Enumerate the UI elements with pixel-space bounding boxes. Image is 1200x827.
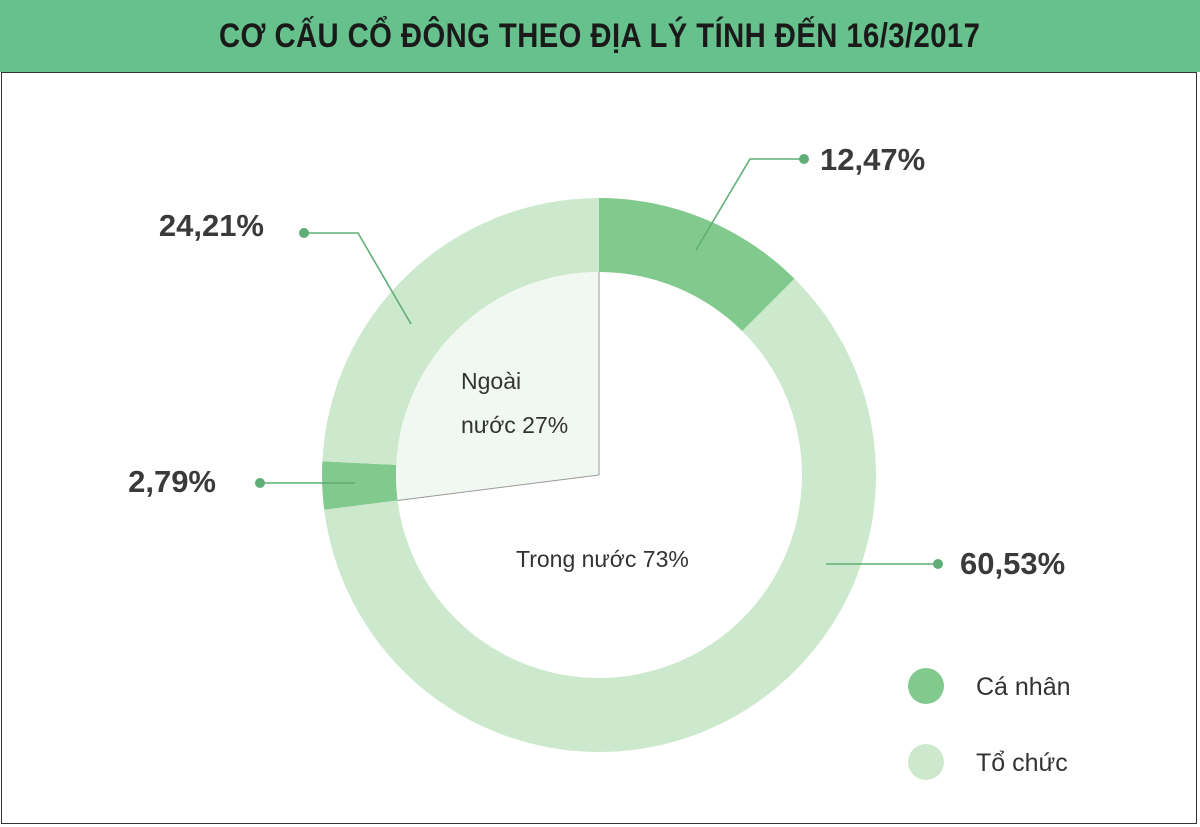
inner-group: Trong nước 73% Ngoài nước 27% xyxy=(395,272,689,572)
leader-dot-2 xyxy=(933,559,943,569)
labels-group: 12,47% 60,53% 2,79% 24,21% xyxy=(128,142,1065,581)
slice-3 xyxy=(322,461,398,510)
inner-divider-2 xyxy=(397,474,600,501)
data-label-4: 24,21% xyxy=(159,208,264,243)
leader-line-4 xyxy=(304,232,412,325)
data-label-2: 60,53% xyxy=(960,546,1065,581)
title-bar: CƠ CẤU CỔ ĐÔNG THEO ĐỊA LÝ TÍNH ĐẾN 16/3… xyxy=(0,0,1200,72)
data-label-3: 2,79% xyxy=(128,464,216,499)
legend-swatch-1 xyxy=(908,668,944,704)
inner-label-ngoai-line2: nước 27% xyxy=(461,412,568,438)
leader-dot-1 xyxy=(799,154,809,164)
data-label-1: 12,47% xyxy=(820,142,925,177)
legend-label-1: Cá nhân xyxy=(976,673,1071,701)
slice-1 xyxy=(599,198,795,332)
inner-label-trong-nuoc: Trong nước 73% xyxy=(516,546,689,572)
inner-label-ngoai-line1: Ngoài xyxy=(461,368,521,394)
chart-frame xyxy=(1,72,1197,824)
inner-sector-ngoai-nuoc xyxy=(395,272,599,501)
leader-dot-3 xyxy=(255,478,265,488)
legend-label-2: Tổ chức xyxy=(976,749,1068,777)
slice-2 xyxy=(324,278,877,753)
legend-swatch-2 xyxy=(908,744,944,780)
leader-dot-4 xyxy=(299,228,309,238)
ring-group xyxy=(322,198,877,753)
leader-line-1 xyxy=(695,158,804,251)
slice-4 xyxy=(322,198,599,465)
legend-group: Cá nhân Tổ chức xyxy=(908,668,1071,780)
chart-title: CƠ CẤU CỔ ĐÔNG THEO ĐỊA LÝ TÍNH ĐẾN 16/3… xyxy=(219,16,981,55)
